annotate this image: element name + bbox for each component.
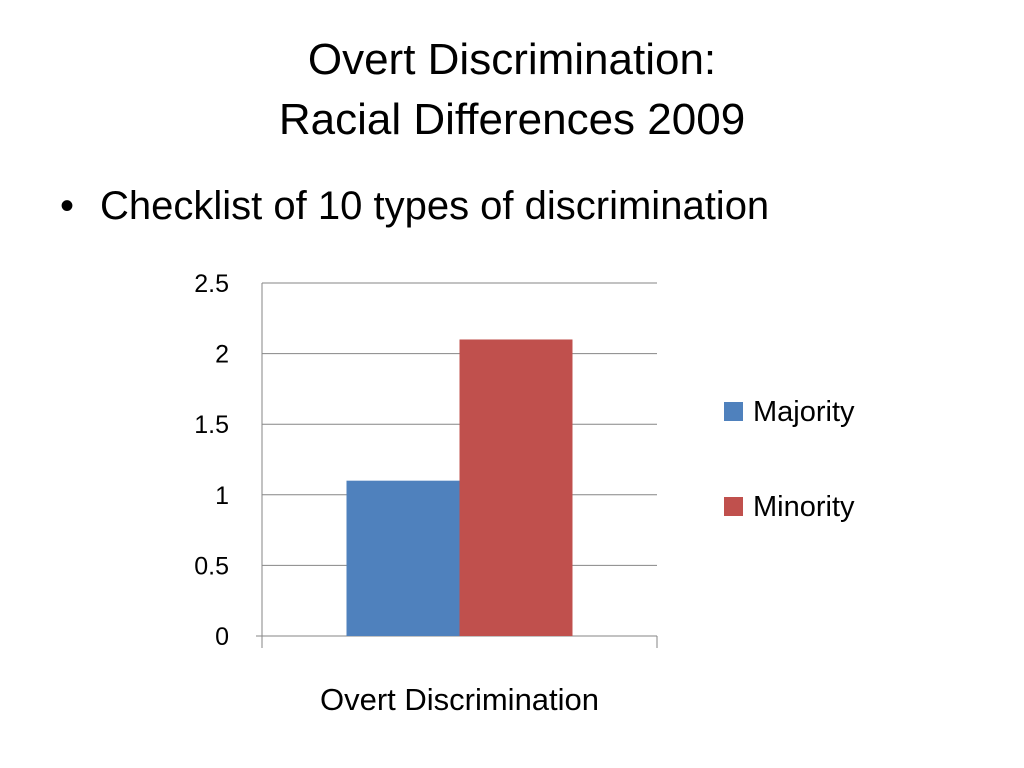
y-tick-label: 1.5 bbox=[194, 411, 229, 439]
slide-title: Overt Discrimination: Racial Differences… bbox=[0, 30, 1024, 150]
slide-title-line-1: Overt Discrimination: bbox=[307, 35, 717, 84]
bullet-item: • Checklist of 10 types of discriminatio… bbox=[60, 178, 769, 234]
bar-minority bbox=[459, 339, 573, 636]
legend-label-majority: Majority bbox=[753, 396, 855, 428]
y-tick-label: 2.5 bbox=[194, 270, 229, 298]
bullet-list: • Checklist of 10 types of discriminatio… bbox=[60, 178, 769, 234]
bullet-dot-icon: • bbox=[60, 184, 75, 228]
x-category-label: Overt Discrimination bbox=[320, 682, 599, 717]
legend-label-minority: Minority bbox=[753, 491, 855, 523]
y-tick-label: 2 bbox=[215, 341, 229, 369]
y-tick-label: 1 bbox=[215, 482, 229, 510]
y-tick-label: 0.5 bbox=[194, 552, 229, 580]
slide-title-line-2: Racial Differences 2009 bbox=[278, 95, 746, 144]
legend-swatch-majority bbox=[724, 402, 743, 421]
y-tick-label: 0 bbox=[215, 623, 229, 651]
legend-swatch-minority bbox=[724, 497, 743, 516]
bar-majority bbox=[346, 480, 460, 636]
bullet-text: Checklist of 10 types of discrimination bbox=[100, 184, 770, 228]
